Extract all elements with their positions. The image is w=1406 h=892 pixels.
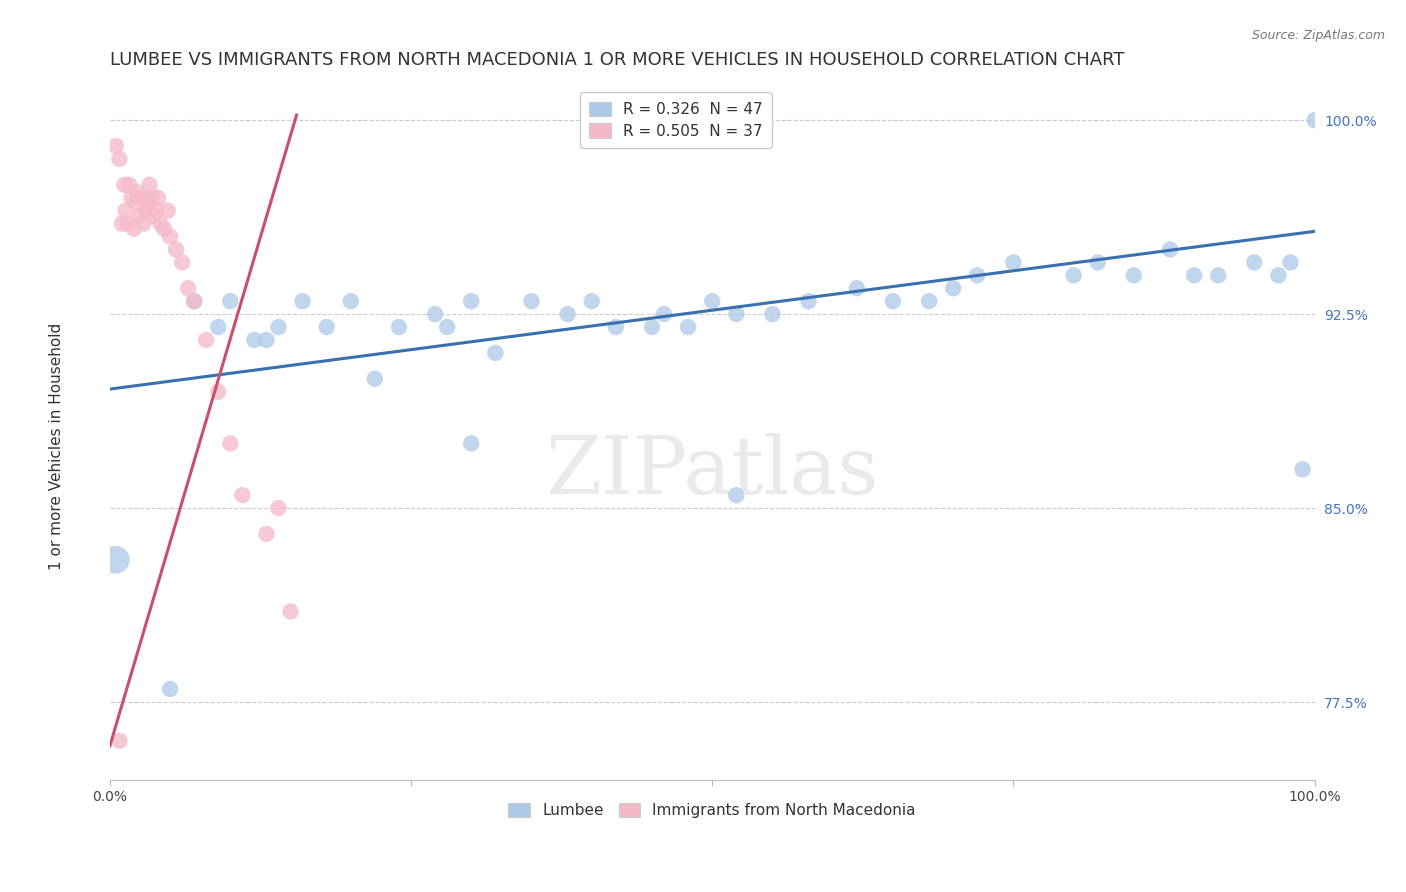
Point (125, 195, 148, 210)
Point (339, 294, 361, 309)
Point (761, 307, 783, 321)
Point (267, 320, 290, 334)
Point (127, 186, 149, 200)
Point (423, 307, 446, 321)
Point (280, 605, 302, 619)
Point (652, 307, 675, 321)
Text: 1 or more Vehicles in Household: 1 or more Vehicles in Household (49, 322, 63, 570)
Point (460, 294, 482, 309)
Point (605, 320, 627, 334)
Point (1303, 113, 1326, 128)
Point (177, 281, 200, 295)
Point (1087, 255, 1109, 269)
Point (256, 333, 278, 347)
Point (131, 191, 153, 205)
Point (207, 320, 229, 334)
Point (725, 488, 748, 502)
Point (149, 217, 172, 231)
Point (138, 178, 160, 192)
Point (122, 221, 145, 235)
Point (581, 294, 603, 309)
Point (942, 281, 965, 295)
Point (845, 281, 868, 295)
Point (797, 294, 820, 309)
Point (159, 229, 181, 244)
Point (141, 191, 163, 205)
Point (484, 346, 506, 360)
Point (117, 217, 139, 231)
Point (146, 191, 169, 205)
Point (243, 333, 266, 347)
Point (142, 209, 165, 223)
Point (676, 320, 699, 334)
Point (1182, 268, 1205, 283)
Point (183, 294, 205, 309)
Point (966, 268, 988, 283)
Point (111, 217, 134, 231)
Point (183, 294, 205, 309)
Point (153, 221, 176, 235)
Text: LUMBEE VS IMMIGRANTS FROM NORTH MACEDONIA 1 OR MORE VEHICLES IN HOUSEHOLD CORREL: LUMBEE VS IMMIGRANTS FROM NORTH MACEDONI… (110, 51, 1125, 69)
Point (145, 203, 167, 218)
Point (104, 139, 127, 153)
Point (557, 307, 579, 321)
Point (460, 436, 482, 450)
Point (436, 320, 458, 334)
Point (195, 333, 218, 347)
Point (388, 320, 411, 334)
Point (104, 553, 127, 567)
Point (1267, 268, 1289, 283)
Point (918, 294, 941, 309)
Point (520, 294, 543, 309)
Point (135, 203, 157, 218)
Point (1243, 255, 1265, 269)
Point (1159, 243, 1181, 257)
Point (112, 178, 135, 192)
Point (172, 255, 194, 269)
Point (291, 294, 314, 309)
Point (702, 294, 724, 309)
Point (114, 203, 136, 218)
Point (1291, 462, 1313, 476)
Point (267, 501, 290, 516)
Point (165, 243, 187, 257)
Point (207, 384, 229, 399)
Point (256, 527, 278, 541)
Point (1279, 255, 1302, 269)
Point (156, 203, 179, 218)
Legend: Lumbee, Immigrants from North Macedonia: Lumbee, Immigrants from North Macedonia (502, 797, 922, 824)
Point (1063, 268, 1085, 283)
Point (132, 217, 155, 231)
Point (219, 294, 242, 309)
Point (882, 294, 904, 309)
Point (364, 372, 387, 386)
Point (138, 195, 160, 210)
Point (108, 734, 131, 748)
Point (1122, 268, 1144, 283)
Point (1206, 268, 1229, 283)
Point (108, 152, 131, 166)
Point (219, 436, 242, 450)
Point (121, 191, 143, 205)
Text: Source: ZipAtlas.com: Source: ZipAtlas.com (1251, 29, 1385, 43)
Point (118, 178, 141, 192)
Point (159, 682, 181, 697)
Point (129, 209, 152, 223)
Point (1002, 255, 1025, 269)
Point (641, 320, 664, 334)
Point (725, 307, 748, 321)
Point (315, 320, 337, 334)
Text: ZIPatlas: ZIPatlas (546, 434, 879, 511)
Point (231, 488, 253, 502)
